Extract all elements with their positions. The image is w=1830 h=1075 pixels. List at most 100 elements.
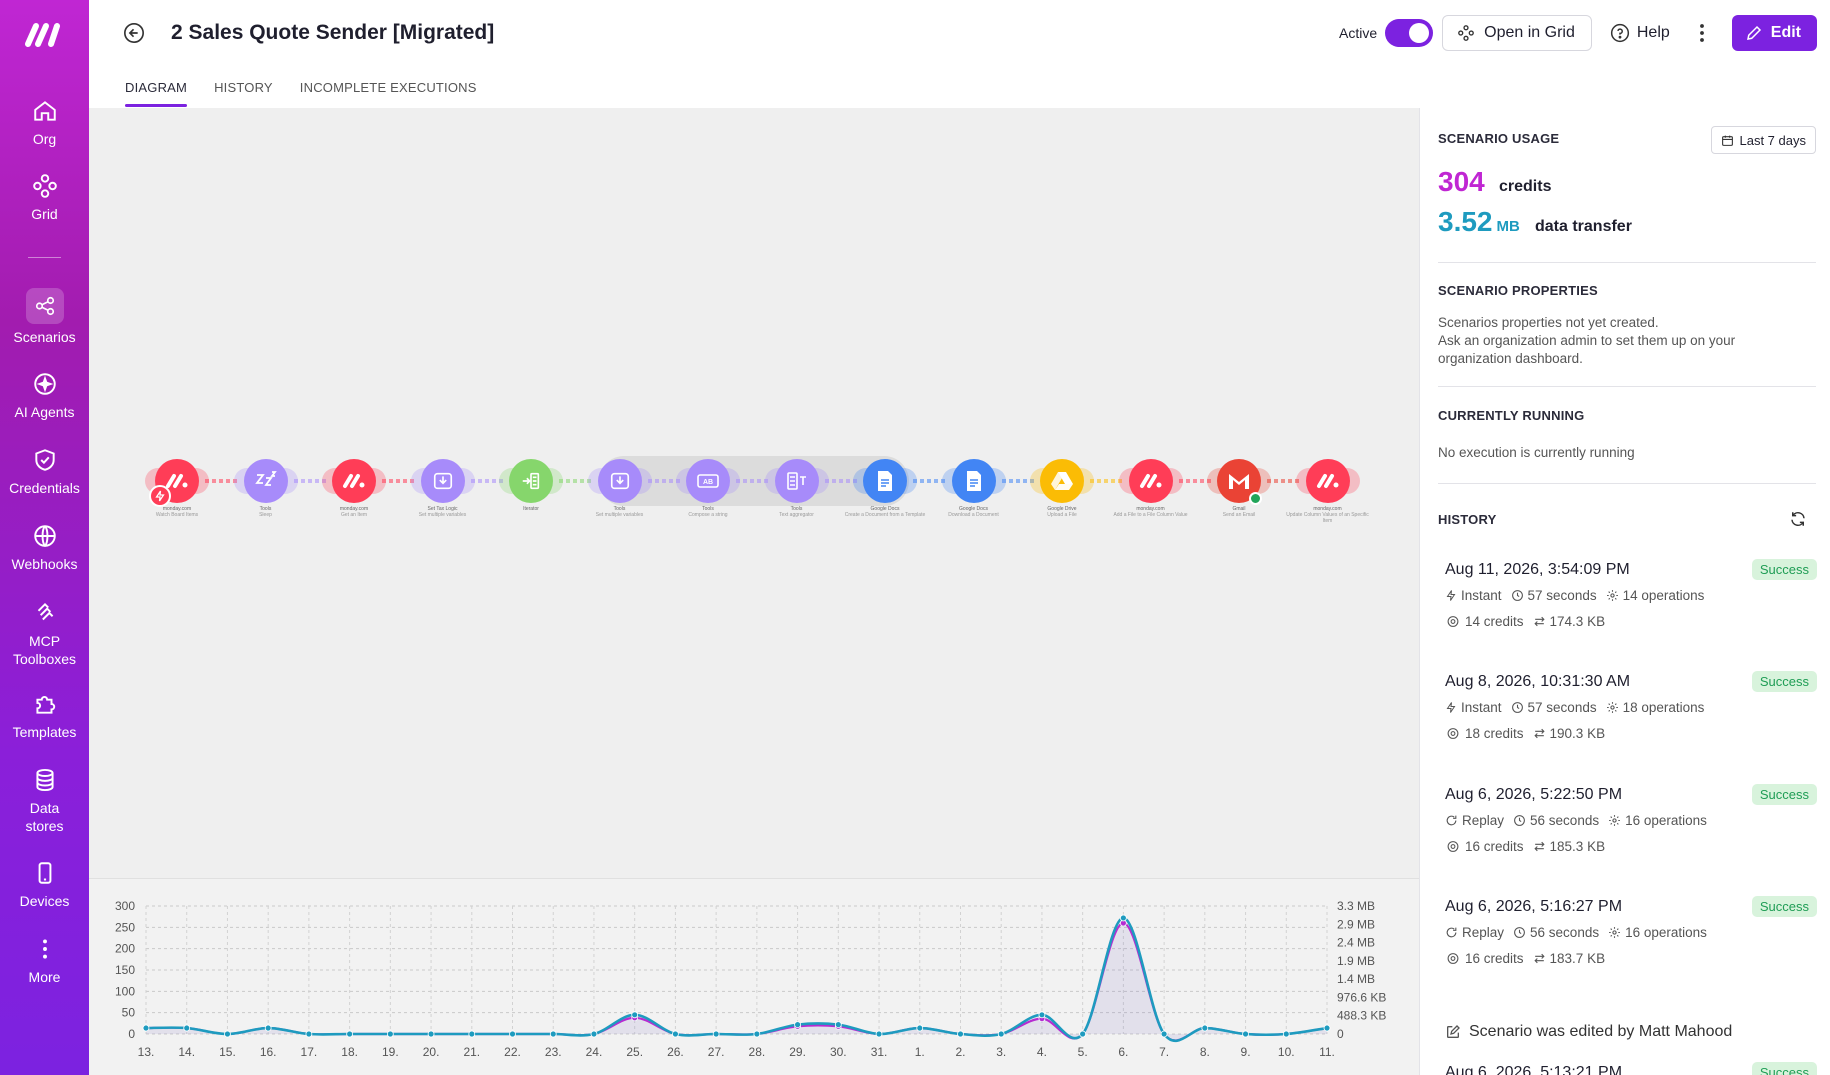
credits-label: 16 credits [1465,951,1524,966]
transfer-value: 3.52 [1438,206,1493,237]
module-node[interactable] [1305,459,1350,503]
gear-icon [1608,926,1625,939]
page-title: 2 Sales Quote Sender [Migrated] [171,21,495,44]
share-icon [35,296,54,316]
sidebar-item-webhooks[interactable]: Webhooks [0,523,89,573]
history-item[interactable]: Aug 8, 2026, 10:31:30 AM Success Instant 57… [1445,671,1817,741]
module-node[interactable] [951,459,996,503]
module-action-name: Download a Document [948,512,999,518]
sidebar-item-mcp-toolboxes[interactable]: MCP Toolboxes [0,600,89,668]
tab-incomplete-executions[interactable]: INCOMPLETE EXECUTIONS [299,80,477,95]
module-node[interactable] [1040,459,1084,503]
credits: 16 credits [1445,951,1524,966]
history-item[interactable]: Aug 6, 2026, 5:22:50 PM Success Replay 56 s… [1445,784,1817,854]
tab-diagram[interactable]: DIAGRAM [125,80,188,107]
module-node[interactable]: AB [686,459,730,503]
history-meta-row: Instant 57 seconds 18 operations [1445,700,1817,715]
date-range-button[interactable]: Last 7 days [1710,126,1816,154]
edited-text: Scenario was edited by Matt Mahood [1469,1023,1733,1040]
back-arrow-icon[interactable] [123,22,145,44]
sidebar-item-grid[interactable]: Grid [0,173,89,223]
make-logo[interactable] [24,20,64,48]
gear-icon [1608,814,1625,827]
flow-connector[interactable] [559,479,592,483]
history-title: HISTORY [1438,512,1497,527]
y-right-tick-label: 1.9 MB [1337,954,1375,968]
flow-connector[interactable] [736,479,769,483]
toolbox-icon [37,602,53,621]
module-node[interactable] [332,459,376,503]
module-node[interactable] [597,459,642,503]
module-app-name: Tools [613,506,626,512]
flow-connector[interactable] [647,479,680,483]
open-in-grid-button[interactable]: Open in Grid [1442,15,1592,51]
module-node[interactable] [863,459,907,503]
flow-connector[interactable] [1267,479,1300,483]
properties-line-1: Scenarios properties not yet created. [1438,315,1659,330]
status-badge: Success [1751,1062,1817,1075]
shield-icon [34,449,55,471]
help-label: Help [1636,24,1670,41]
x-tick-label: 11. [1319,1045,1335,1059]
data-point [386,1030,394,1038]
flow-connector[interactable] [1001,479,1034,483]
history-item-partial[interactable]: Aug 6, 2026, 5:13:21 PM Success [1445,1062,1817,1075]
sidebar-item-templates[interactable]: Templates [0,691,89,741]
flow-connector[interactable] [1090,479,1123,483]
flow-connector[interactable] [470,479,503,483]
active-toggle[interactable] [1385,19,1434,47]
module-action-name: Set multiple variables [595,512,644,518]
y-right-tick-label: 3.3 MB [1337,899,1375,913]
history-item[interactable]: Aug 11, 2026, 3:54:09 PM Success Instant 57… [1445,559,1817,629]
flow-connector[interactable] [293,479,326,483]
data-point [672,1030,679,1038]
scenario-canvas[interactable]: monday.com Watch Board Items Tools Sleep mon… [89,108,1419,878]
sidebar-item-credentials[interactable]: Credentials [0,447,89,497]
refresh-icon[interactable] [1789,510,1807,528]
sidebar-item-more[interactable]: More [0,936,89,986]
sidebar-item-label: AI Agents [14,404,75,420]
sidebar-item-devices[interactable]: Devices [0,860,89,910]
sidebar-item-label: Grid [31,206,58,222]
home-icon [33,101,56,121]
data-point [997,1030,1005,1038]
transfer-label: data transfer [1535,218,1632,235]
tab-history[interactable]: HISTORY [214,80,273,95]
module-action-name: Text aggregator [779,512,814,518]
sidebar-item-data-stores[interactable]: Data stores [0,767,89,835]
drive-icon [1050,470,1074,492]
trigger-type: Replay [1445,813,1504,828]
duration: 57 seconds [1511,700,1597,715]
module-node[interactable] [1128,459,1173,503]
sparkle-icon [33,373,56,395]
flow-connector[interactable] [205,479,238,483]
duration-label: 57 seconds [1527,700,1597,715]
module-node[interactable] [243,459,288,503]
flow-connector[interactable] [824,479,857,483]
module-app-name: monday.com [339,506,369,512]
module-label: Google Docs Download a Document [929,506,1019,518]
x-tick-label: 9. [1241,1045,1251,1059]
sidebar-item-ai-agents[interactable]: AI Agents [0,371,89,421]
sidebar-item-label: MCP [28,633,61,649]
sidebar-item-org[interactable]: Org [0,98,89,148]
gear-icon [1606,701,1623,714]
flow-connector[interactable] [382,479,415,483]
module-node[interactable] [774,459,819,503]
help-button[interactable]: Help [1610,23,1670,43]
history-item[interactable]: Aug 6, 2026, 5:16:27 PM Success Replay 56 s… [1445,896,1817,966]
sidebar-item-label: Devices [19,893,70,909]
flow-connector[interactable] [913,479,946,483]
flow-connector[interactable] [1178,479,1211,483]
sidebar-item-scenarios[interactable]: Scenarios [0,288,89,346]
credits-icon [1445,840,1465,853]
history-date: Aug 6, 2026, 5:22:50 PM [1445,786,1623,803]
module-node[interactable] [509,459,553,503]
more-menu-button[interactable] [1692,19,1712,47]
sidebar-item-label: Scenarios [13,329,76,345]
module-node[interactable] [420,459,465,503]
duration: 56 seconds [1513,813,1599,828]
scenario-usage-title: SCENARIO USAGE [1438,131,1560,146]
data-point [264,1024,272,1032]
edit-button[interactable]: Edit [1731,15,1817,51]
